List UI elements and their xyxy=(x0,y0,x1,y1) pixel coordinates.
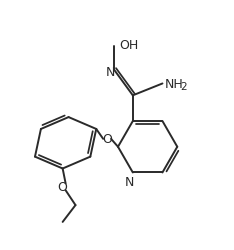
Text: N: N xyxy=(106,66,115,79)
Text: 2: 2 xyxy=(180,82,187,92)
Text: NH: NH xyxy=(165,78,183,90)
Text: O: O xyxy=(102,133,112,146)
Text: OH: OH xyxy=(119,39,138,52)
Text: N: N xyxy=(125,175,135,188)
Text: O: O xyxy=(58,180,68,193)
